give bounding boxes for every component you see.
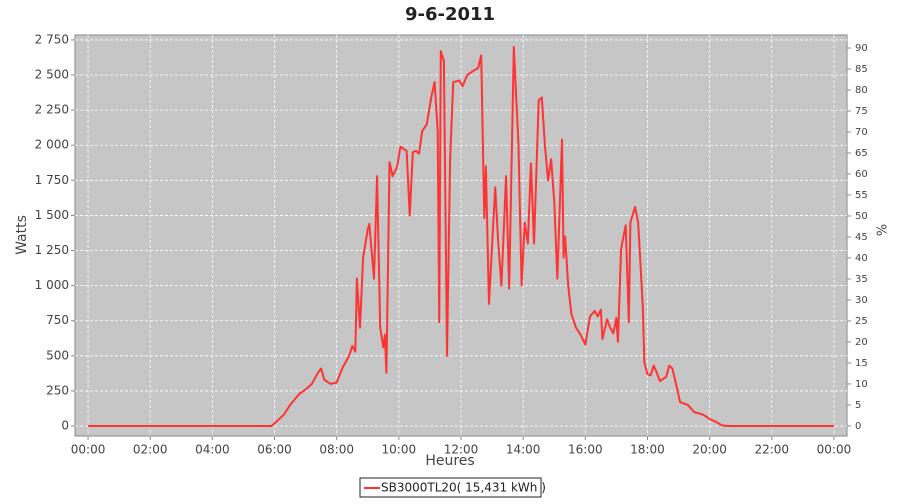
x-tick-label: 22:00 xyxy=(754,443,789,457)
y2-tick-label: 50 xyxy=(855,211,868,222)
y2-tick-label: 0 xyxy=(855,421,861,432)
y-axis-label: Watts xyxy=(14,215,30,255)
x-tick-label: 02:00 xyxy=(133,443,168,457)
x-tick-label: 06:00 xyxy=(257,443,292,457)
y2-tick-label: 55 xyxy=(855,190,868,201)
y2-tick-label: 85 xyxy=(855,64,868,75)
y-tick-label: 2 250 xyxy=(35,103,69,117)
x-axis-label: Heures xyxy=(425,453,474,469)
y2-tick-label: 30 xyxy=(855,295,868,306)
y-tick-label: 1 000 xyxy=(35,278,69,292)
y2-tick-label: 35 xyxy=(855,274,868,285)
x-tick-label: 16:00 xyxy=(568,443,603,457)
y2-tick-label: 75 xyxy=(855,106,868,117)
x-tick-label: 04:00 xyxy=(195,443,230,457)
y-tick-label: 1 250 xyxy=(35,243,69,257)
x-tick-label: 08:00 xyxy=(319,443,354,457)
chart-title: 9-6-2011 xyxy=(405,4,495,25)
x-tick-label: 00:00 xyxy=(817,443,852,457)
x-tick-label: 20:00 xyxy=(692,443,727,457)
legend-box xyxy=(359,477,542,498)
x-tick-label: 00:00 xyxy=(71,443,106,457)
y-tick-label: 1 750 xyxy=(35,173,69,187)
y-tick-label: 0 xyxy=(61,419,69,433)
x-tick-label: 18:00 xyxy=(630,443,665,457)
legend-label: SB3000TL20( 15,431 kWh ) xyxy=(381,481,546,495)
y2-tick-label: 15 xyxy=(855,358,868,369)
y2-tick-label: 45 xyxy=(855,232,868,243)
y2-tick-label: 40 xyxy=(855,253,868,264)
y2-tick-label: 25 xyxy=(855,316,868,327)
y-tick-label: 250 xyxy=(46,383,69,397)
y2-tick-label: 20 xyxy=(855,337,868,348)
x-tick-label: 10:00 xyxy=(382,443,417,457)
y-tick-label: 1 500 xyxy=(35,208,69,222)
y2-tick-label: 80 xyxy=(855,85,868,96)
x-tick-label: 12:00 xyxy=(444,443,479,457)
y2-tick-label: 70 xyxy=(855,127,868,138)
y-tick-label: 500 xyxy=(46,348,69,362)
y2-tick-label: 60 xyxy=(855,169,868,180)
y2-tick-label: 65 xyxy=(855,148,868,159)
y2-tick-label: 5 xyxy=(855,400,861,411)
y2-tick-label: 90 xyxy=(855,43,868,54)
y2-tick-label: 10 xyxy=(855,379,868,390)
y-tick-label: 2 750 xyxy=(35,32,69,46)
x-tick-label: 14:00 xyxy=(506,443,541,457)
y2-axis-label: % xyxy=(873,224,888,236)
y-tick-label: 2 000 xyxy=(35,138,69,152)
y-tick-label: 750 xyxy=(46,313,69,327)
y-tick-label: 2 500 xyxy=(35,68,69,82)
data-line xyxy=(88,45,834,428)
